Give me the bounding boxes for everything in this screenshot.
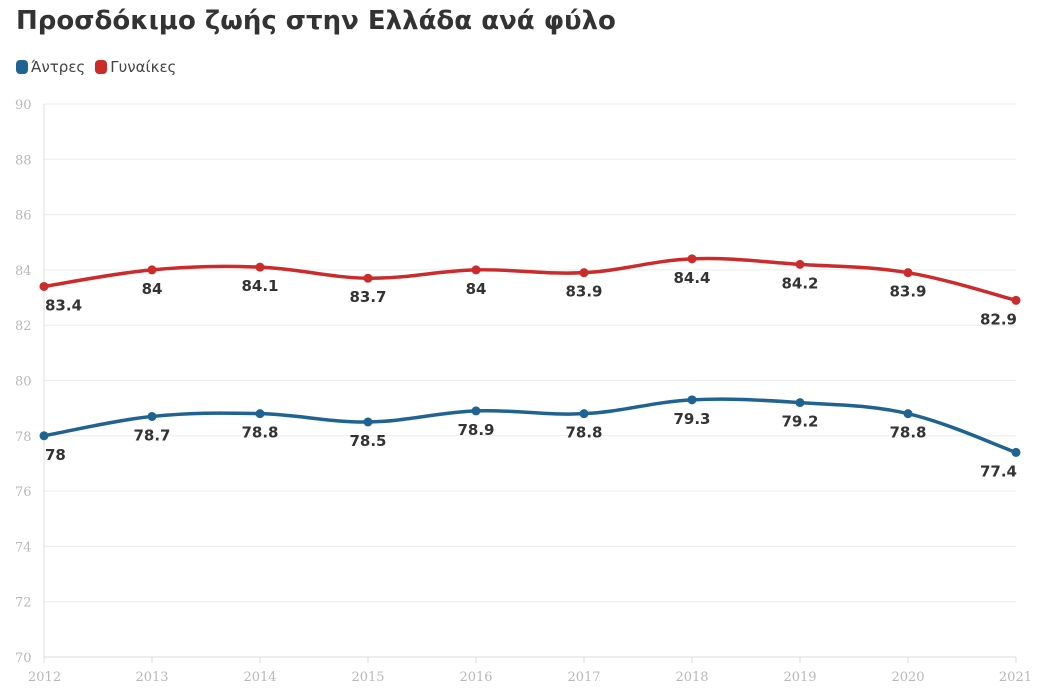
data-label-women-2021: 82.9 <box>980 310 1017 328</box>
data-point-women-2021[interactable] <box>1011 295 1021 305</box>
data-label-men-2019: 79.2 <box>781 413 818 431</box>
x-tick-label-2018: 2018 <box>675 670 708 685</box>
y-tick-label-76: 76 <box>15 485 32 500</box>
data-point-men-2015[interactable] <box>363 417 373 427</box>
data-point-women-2016[interactable] <box>471 265 481 275</box>
data-label-men-2020: 78.8 <box>889 424 926 442</box>
y-tick-label-72: 72 <box>15 596 32 611</box>
x-tick-label-2012: 2012 <box>28 670 61 685</box>
data-label-women-2019: 84.2 <box>781 274 818 292</box>
data-point-women-2013[interactable] <box>147 265 157 275</box>
x-tick-label-2017: 2017 <box>567 670 600 685</box>
data-point-men-2014[interactable] <box>255 409 265 419</box>
axes: 70 72 74 76 78 80 82 84 86 88 90 2012 2013 2014 2015 20… <box>15 98 1032 685</box>
data-point-women-2017[interactable] <box>579 268 589 278</box>
series-line-men <box>42 397 1018 455</box>
data-label-women-2015: 83.7 <box>349 288 386 306</box>
data-label-men-2018: 79.3 <box>673 410 710 428</box>
y-tick-label-88: 88 <box>15 153 32 168</box>
data-label-men-2015: 78.5 <box>349 432 386 450</box>
data-labels: 78 78.7 78.8 78.5 78.9 78.8 79.3 79.2 78.8 77.4 83… <box>45 269 1017 481</box>
x-tick-label-2021: 2021 <box>999 670 1032 685</box>
data-label-women-2013: 84 <box>142 280 163 298</box>
chart-title: Προσδόκιμο ζωής στην Ελλάδα ανά φύλο <box>16 6 616 36</box>
data-point-women-2019[interactable] <box>795 259 805 269</box>
x-tick-label-2015: 2015 <box>351 670 384 685</box>
data-point-men-2013[interactable] <box>147 411 157 421</box>
x-tick-label-2013: 2013 <box>135 670 168 685</box>
y-tick-label-82: 82 <box>15 319 32 334</box>
y-tick-label-78: 78 <box>15 430 32 445</box>
data-label-men-2016: 78.9 <box>457 421 494 439</box>
data-label-women-2018: 84.4 <box>673 269 710 287</box>
data-point-men-2020[interactable] <box>903 409 913 419</box>
legend-item-women[interactable]: Γυναίκες <box>95 58 176 76</box>
data-label-women-2014: 84.1 <box>241 277 278 295</box>
y-tick-label-80: 80 <box>15 375 32 390</box>
data-point-women-2014[interactable] <box>255 262 265 272</box>
data-point-men-2016[interactable] <box>471 406 481 416</box>
y-tick-label-70: 70 <box>15 651 32 666</box>
data-point-men-2019[interactable] <box>795 398 805 408</box>
y-tick-label-74: 74 <box>15 540 32 555</box>
legend-label-men: Άντρες <box>31 58 86 76</box>
data-label-men-2014: 78.8 <box>241 424 278 442</box>
data-label-women-2012: 83.4 <box>45 296 82 314</box>
data-point-men-2021[interactable] <box>1011 447 1021 457</box>
data-label-men-2013: 78.7 <box>133 426 170 444</box>
x-tick-label-2020: 2020 <box>891 670 924 685</box>
data-point-women-2015[interactable] <box>363 273 373 283</box>
legend-label-women: Γυναίκες <box>110 58 177 76</box>
data-point-men-2017[interactable] <box>579 409 589 419</box>
grid-lines <box>44 103 1016 603</box>
y-tick-label-90: 90 <box>15 98 32 113</box>
legend: Άντρες Γυναίκες <box>16 58 186 76</box>
x-tick-label-2014: 2014 <box>243 670 276 685</box>
data-point-men-2018[interactable] <box>687 395 697 405</box>
data-label-men-2012: 78 <box>45 446 66 464</box>
y-tick-label-86: 86 <box>15 209 32 224</box>
y-tick-label-84: 84 <box>15 264 32 279</box>
data-label-women-2017: 83.9 <box>565 283 602 301</box>
data-label-women-2016: 84 <box>466 280 487 298</box>
data-label-men-2021: 77.4 <box>980 462 1017 480</box>
data-point-women-2012[interactable] <box>39 281 49 291</box>
legend-swatch-men <box>16 60 28 74</box>
data-point-men-2012[interactable] <box>39 431 49 441</box>
data-label-men-2017: 78.8 <box>565 424 602 442</box>
data-point-women-2018[interactable] <box>687 254 697 264</box>
data-label-women-2020: 83.9 <box>889 283 926 301</box>
series-line-women <box>42 256 1018 303</box>
x-tick-label-2019: 2019 <box>783 670 816 685</box>
data-point-women-2020[interactable] <box>903 268 913 278</box>
legend-swatch-women <box>95 60 108 74</box>
series-lines <box>39 254 1021 457</box>
x-tick-label-2016: 2016 <box>459 670 492 685</box>
legend-item-men[interactable]: Άντρες <box>16 58 85 76</box>
